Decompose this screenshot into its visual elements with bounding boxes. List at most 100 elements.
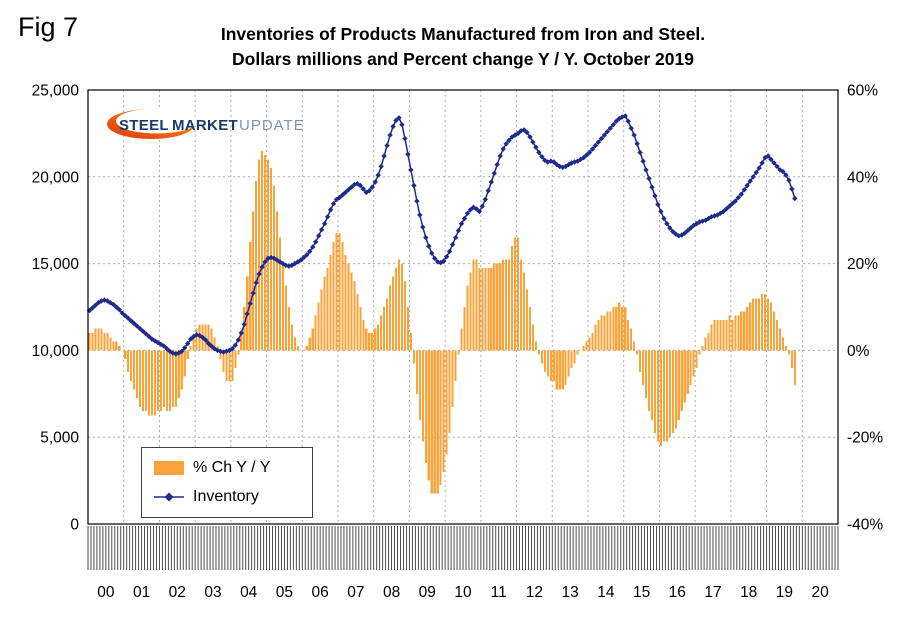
x-axis-year-labels: 00 01 02 03 04 05 06 07 08 09 10 11 12 13 14 15 16 17 18 19… xyxy=(97,584,829,601)
x-axis-year-label: 20 xyxy=(811,584,829,601)
bar xyxy=(335,233,338,351)
bar xyxy=(778,328,782,351)
bar xyxy=(267,159,270,351)
legend-bar-swatch xyxy=(154,461,184,475)
right-axis-tick-label: -40% xyxy=(847,517,883,534)
bar xyxy=(618,302,621,351)
bar xyxy=(371,333,374,351)
bar xyxy=(612,307,615,351)
bar xyxy=(784,346,787,351)
logo-word-steel: STEEL xyxy=(119,117,169,134)
bar xyxy=(725,320,728,351)
bar xyxy=(88,333,91,351)
bar xyxy=(615,307,618,351)
bar xyxy=(790,350,793,368)
x-axis-year-label: 04 xyxy=(240,584,258,601)
bar xyxy=(787,350,790,355)
bar xyxy=(147,350,151,416)
bar xyxy=(570,350,573,368)
bar xyxy=(552,350,555,381)
bar xyxy=(344,254,347,351)
legend: % Ch Y / Y Inventory xyxy=(141,447,313,518)
bar xyxy=(680,350,683,412)
bar xyxy=(582,346,585,351)
bar xyxy=(665,350,668,442)
bar xyxy=(323,276,326,351)
bar xyxy=(237,350,240,355)
bar xyxy=(644,350,648,399)
bar xyxy=(743,311,746,351)
bar xyxy=(522,272,526,351)
bar xyxy=(290,324,293,351)
bar xyxy=(543,350,546,373)
bar xyxy=(240,333,243,351)
bar xyxy=(525,289,529,351)
bar xyxy=(445,350,448,455)
bar xyxy=(219,350,222,360)
bar xyxy=(647,350,651,412)
left-axis-tick-label: 0 xyxy=(70,517,79,534)
bar xyxy=(534,341,537,351)
bar xyxy=(549,350,552,381)
right-axis-tick-label: 40% xyxy=(847,169,878,186)
bar xyxy=(103,333,106,351)
smu-logo: STEEL MARKET UPDATE xyxy=(106,102,306,149)
bar xyxy=(430,350,433,494)
bar xyxy=(531,324,534,351)
bar xyxy=(308,337,311,351)
bar xyxy=(261,150,264,351)
bar xyxy=(91,333,94,351)
bar xyxy=(258,159,261,351)
bar xyxy=(636,350,639,355)
left-axis-tick-label: 15,000 xyxy=(32,256,80,273)
bar xyxy=(389,285,392,351)
bar xyxy=(207,324,210,351)
right-axis-tick-label: 60% xyxy=(847,83,878,100)
bar xyxy=(139,350,142,407)
bar xyxy=(394,267,398,351)
x-axis-year-label: 03 xyxy=(204,584,221,601)
bar xyxy=(487,267,490,351)
bar xyxy=(94,328,97,351)
right-axis-labels: 60% 40% 20% 0% -20% -40% xyxy=(847,83,883,534)
bar xyxy=(118,346,121,351)
bar xyxy=(418,350,421,420)
bar xyxy=(97,328,100,351)
figure-label: Fig 7 xyxy=(18,12,79,42)
bar xyxy=(728,315,731,351)
x-axis-year-label: 07 xyxy=(347,584,364,601)
bar xyxy=(350,272,353,351)
smu-logo-graphic: STEEL MARKET UPDATE xyxy=(107,108,304,139)
bar xyxy=(341,241,344,351)
bar xyxy=(442,350,445,472)
bar xyxy=(255,181,258,351)
bar xyxy=(317,302,320,351)
bar xyxy=(722,320,725,351)
bar xyxy=(674,350,677,429)
bar xyxy=(511,246,514,351)
bar xyxy=(264,155,267,351)
bar xyxy=(505,259,508,351)
bar xyxy=(671,350,674,433)
bar xyxy=(305,346,308,351)
chart-title-line2: Dollars millions and Percent change Y / … xyxy=(232,49,694,69)
bar xyxy=(659,350,662,446)
bar xyxy=(707,333,710,351)
bar xyxy=(338,233,341,351)
plot-border xyxy=(87,89,839,525)
bar xyxy=(409,333,412,351)
bar xyxy=(653,350,657,433)
horizontal-gridlines xyxy=(88,176,838,438)
left-axis-tick-label: 25,000 xyxy=(32,83,80,100)
x-axis-year-label: 09 xyxy=(419,584,436,601)
bar xyxy=(585,341,588,351)
bar xyxy=(406,307,409,351)
bar xyxy=(519,259,523,351)
bar xyxy=(424,350,427,464)
bar xyxy=(165,350,168,412)
x-axis-year-label: 14 xyxy=(597,584,615,601)
bar xyxy=(609,311,612,351)
bar xyxy=(764,293,767,351)
bar xyxy=(469,272,472,351)
